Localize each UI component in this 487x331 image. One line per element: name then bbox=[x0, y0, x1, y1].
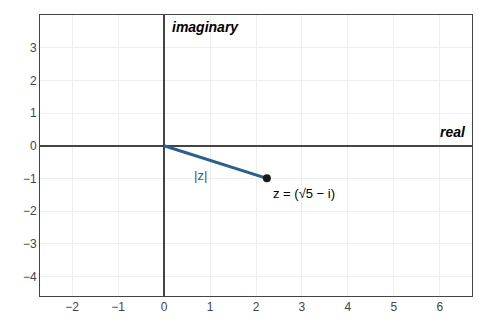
svg-text:z = (√5 − i): z = (√5 − i) bbox=[273, 186, 335, 201]
svg-text:|z|: |z| bbox=[194, 168, 207, 183]
svg-text:4: 4 bbox=[345, 300, 352, 314]
svg-text:real: real bbox=[440, 124, 466, 140]
svg-text:−1: −1 bbox=[23, 172, 37, 186]
svg-text:imaginary: imaginary bbox=[172, 19, 239, 35]
svg-text:2: 2 bbox=[253, 300, 260, 314]
svg-text:3: 3 bbox=[299, 300, 306, 314]
svg-text:−3: −3 bbox=[23, 237, 37, 251]
svg-text:3: 3 bbox=[30, 41, 37, 55]
svg-text:0: 0 bbox=[161, 300, 168, 314]
svg-text:−2: −2 bbox=[65, 300, 79, 314]
svg-text:2: 2 bbox=[30, 74, 37, 88]
svg-text:−4: −4 bbox=[23, 270, 37, 284]
svg-text:5: 5 bbox=[391, 300, 398, 314]
svg-text:1: 1 bbox=[207, 300, 214, 314]
svg-text:6: 6 bbox=[436, 300, 443, 314]
svg-text:0: 0 bbox=[30, 139, 37, 153]
svg-text:−1: −1 bbox=[111, 300, 125, 314]
svg-text:−2: −2 bbox=[23, 204, 37, 218]
svg-text:1: 1 bbox=[30, 106, 37, 120]
